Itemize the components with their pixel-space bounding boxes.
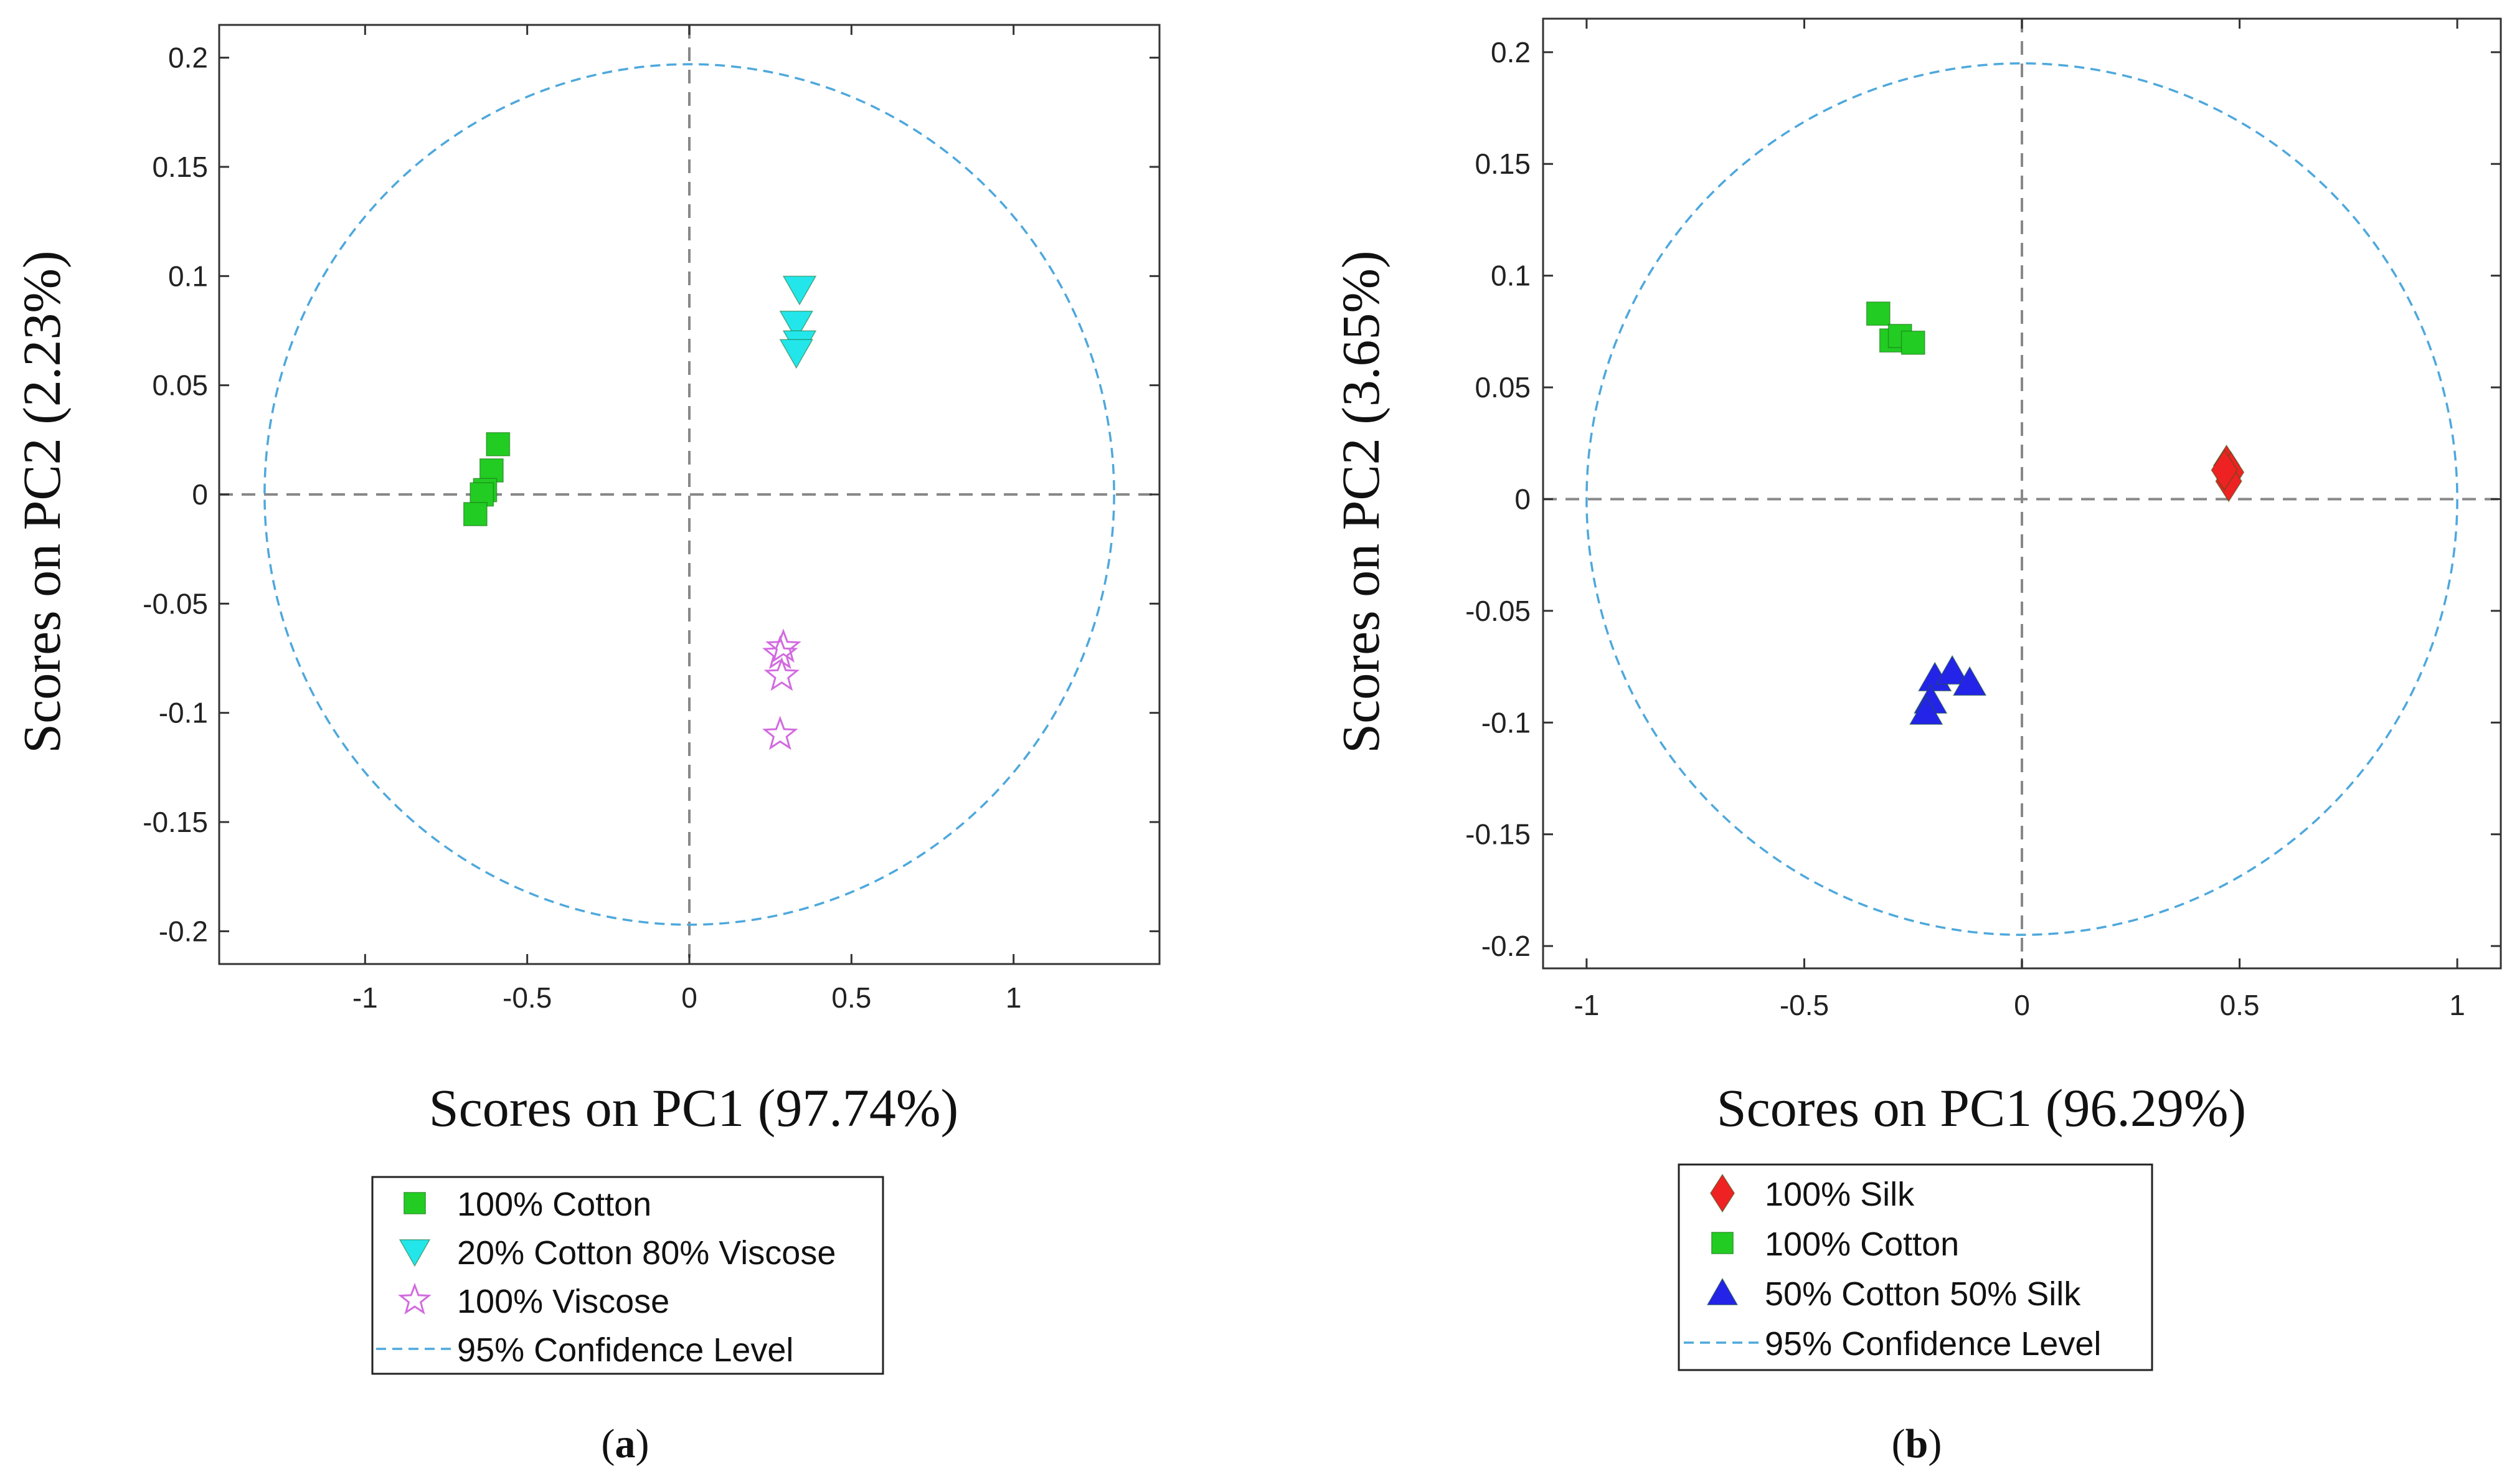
- panel-a-x-tick-label: 0.5: [831, 981, 871, 1014]
- panel-a-legend-label-cotton: 100% Cotton: [457, 1186, 651, 1223]
- panel-b-x-tick-label: 0: [2014, 989, 2030, 1021]
- panel-b-x-tick-label: -1: [1574, 989, 1599, 1021]
- panel-a-point-triangle-down: [779, 310, 814, 341]
- panel-b-x-axis-label: Scores on PC1 (96.29%): [1717, 1078, 2246, 1138]
- panel-b-caption: (b): [1892, 1421, 1942, 1467]
- panel-a-point-triangle-down: [779, 339, 814, 369]
- panel-a-x-tick-label: 1: [1006, 981, 1022, 1014]
- panel-a-legend-label-confidence: 95% Confidence Level: [457, 1331, 793, 1369]
- panel-a-point-triangle-down: [782, 275, 817, 306]
- panel-a-point-square: [479, 458, 504, 483]
- panel-b-series-1: [1866, 301, 1925, 355]
- panel-a-legend-marker-square: [403, 1191, 427, 1215]
- panel-a-point-star: [762, 716, 798, 750]
- panel-a-x-tick-label: 0: [681, 981, 697, 1014]
- panel-a-series-2: [762, 628, 801, 750]
- panel-a-y-tick-label: 0: [192, 478, 208, 511]
- panel-b-point-square: [1866, 301, 1891, 326]
- panel-a-y-tick-label: 0.2: [168, 42, 208, 74]
- panel-a-x-tick-label: -0.5: [503, 981, 552, 1014]
- panel-a-y-tick-label: -0.1: [159, 697, 208, 729]
- panel-a-legend-marker-triangle-down: [399, 1239, 431, 1267]
- panel-a-series-0: [463, 432, 511, 527]
- panel-a-point-square: [463, 502, 488, 527]
- panel-b-y-tick-label: 0.1: [1491, 260, 1531, 292]
- panel-a-point-star: [762, 635, 798, 669]
- panel-b-series-2: [1909, 655, 1987, 725]
- panel-a-point-square: [470, 482, 494, 507]
- panel-b-legend-label-blend: 50% Cotton 50% Silk: [1765, 1275, 2081, 1313]
- panel-a-caption: (a): [602, 1421, 649, 1467]
- panel-a-y-axis-label: Scores on PC2 (2.23%): [12, 250, 72, 753]
- panel-a-series-1: [779, 275, 817, 369]
- panel-b-point-triangle-up: [1909, 695, 1943, 725]
- panel-a-point-star: [763, 656, 800, 691]
- panel-b-legend-label-silk: 100% Silk: [1765, 1176, 1915, 1213]
- panel-b-series-0: [2211, 444, 2245, 503]
- panel-a-legend-label-blend: 20% Cotton 80% Viscose: [457, 1234, 836, 1272]
- panel-a-y-tick-label: 0.1: [168, 260, 208, 292]
- panel-a-legend-box: [371, 1176, 884, 1375]
- panel-b-point-square: [1901, 330, 1925, 355]
- panel-b-chart: -1 -0.5 0 0.5 1 -0.2 -0.15 -0.1 -0.05 0 0.05 0.1 0.…: [1331, 17, 2502, 1467]
- panel-a-legend-label-viscose: 100% Viscose: [457, 1283, 669, 1320]
- panel-b-legend-marker-square: [1711, 1231, 1734, 1255]
- panel-b-legend: 100% Silk 100% Cotton 50% Cotton 50% Sil…: [1678, 1163, 2153, 1371]
- panel-a-legend: 100% Cotton 20% Cotton 80% Viscose 100% …: [371, 1176, 884, 1375]
- panel-b-y-tick-label: 0.05: [1475, 371, 1531, 404]
- panel-b-y-tick-label: -0.05: [1465, 595, 1531, 627]
- panel-a-y-tick-label: 0.05: [152, 369, 208, 402]
- panel-a-confidence-ellipse: [263, 63, 1115, 926]
- panel-b-legend-label-confidence: 95% Confidence Level: [1765, 1325, 2101, 1363]
- panel-b-x-tick-label: -0.5: [1780, 989, 1829, 1021]
- panel-b-y-tick-label: 0: [1514, 483, 1531, 515]
- panel-b-y-axis-label: Scores on PC2 (3.65%): [1331, 250, 1391, 753]
- panel-b-point-diamond: [2211, 448, 2238, 491]
- panel-a-point-star: [765, 628, 801, 663]
- panel-a-y-tick-label: -0.2: [159, 915, 208, 947]
- panel-a-legend-marker-star: [398, 1282, 432, 1315]
- panel-b-y-tick-label: -0.2: [1481, 930, 1531, 962]
- panel-a-x-axis-label: Scores on PC1 (97.74%): [429, 1078, 958, 1138]
- panel-b-confidence-ellipse: [1585, 62, 2458, 936]
- panel-b-legend-marker-triangle-up: [1706, 1277, 1739, 1305]
- panel-b-legend-label-cotton: 100% Cotton: [1765, 1226, 1959, 1263]
- panel-a-chart: -1 -0.5 0 0.5 1 -0.2 -0.15 -0.1 -0.05 0 0.05 0.1 0.…: [12, 24, 1161, 1467]
- panel-a-y-tick-label: -0.15: [143, 806, 208, 838]
- panel-b-y-tick-label: 0.2: [1491, 36, 1531, 69]
- panel-a-x-tick-label: -1: [352, 981, 378, 1014]
- panel-b-x-tick-label: 0.5: [2220, 989, 2260, 1021]
- panel-b-point-triangle-up: [1935, 655, 1970, 685]
- panel-a-point-square: [486, 432, 511, 456]
- panel-a-y-tick-label: 0.15: [152, 151, 208, 183]
- panel-b-y-tick-label: -0.15: [1465, 818, 1531, 851]
- panel-b-x-tick-label: 1: [2449, 989, 2465, 1021]
- panel-b-legend-box: [1678, 1163, 2153, 1371]
- panel-b-point-triangle-up: [1952, 666, 1987, 696]
- panel-b-legend-marker-diamond: [1709, 1173, 1735, 1213]
- panel-b-y-tick-label: 0.15: [1475, 148, 1531, 180]
- panel-b-y-tick-label: -0.1: [1481, 706, 1531, 739]
- panel-a-y-tick-label: -0.05: [143, 587, 208, 620]
